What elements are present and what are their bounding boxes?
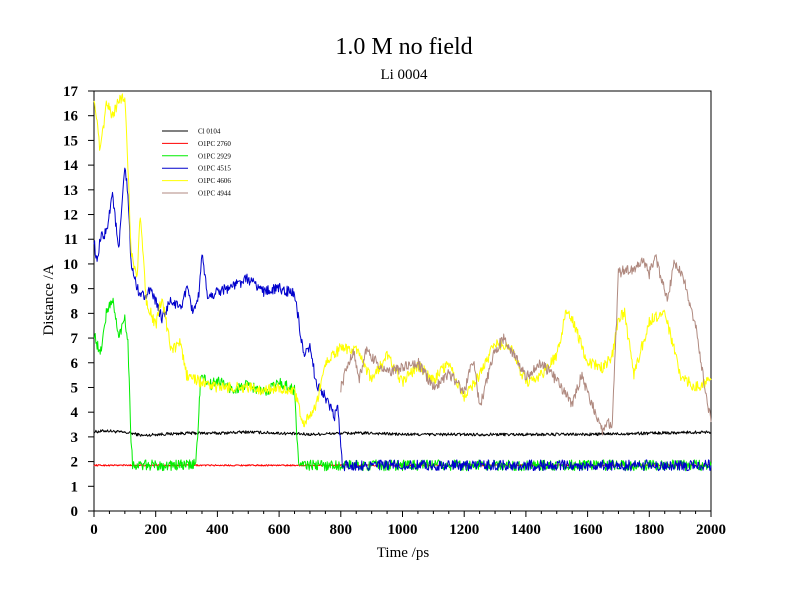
x-axis: 0 200 400 600 800 1000 1200 1400 1600 1800 2000: [90, 511, 726, 538]
y-tick-label: 13: [63, 183, 78, 199]
series-line-cl-0104: [93, 429, 712, 437]
series-line-o1pc-4944: [340, 254, 712, 436]
x-axis-label: Time /ps: [377, 545, 430, 561]
x-tick-label: 1600: [573, 522, 603, 538]
legend-label-o1pc-4515: O1PC 4515: [198, 165, 231, 173]
legend-label-o1pc-2760: O1PC 2760: [198, 140, 231, 148]
x-tick-label: 1800: [634, 522, 664, 538]
x-tick-label: 1400: [511, 522, 541, 538]
y-tick-label: 12: [63, 208, 78, 224]
legend-label-o1pc-4606: O1PC 4606: [198, 177, 231, 185]
legend-label-o1pc-2929: O1PC 2929: [198, 152, 231, 160]
y-tick-label: 3: [71, 430, 79, 446]
y-tick-label: 14: [63, 158, 79, 174]
series-layer: [93, 93, 712, 472]
y-tick-label: 11: [64, 232, 78, 248]
y-tick-label: 7: [71, 331, 79, 347]
y-tick-label: 17: [63, 84, 79, 100]
x-tick-label: 800: [330, 522, 353, 538]
y-tick-label: 5: [71, 380, 79, 396]
y-tick-label: 8: [71, 306, 79, 322]
chart-subtitle: Li 0004: [380, 67, 428, 83]
series-line-o1pc-4606: [93, 93, 712, 428]
x-tick-label: 200: [144, 522, 167, 538]
y-tick-label: 2: [71, 455, 79, 471]
chart-title: 1.0 M no field: [335, 34, 472, 60]
y-tick-label: 15: [63, 133, 78, 149]
legend: Cl 0104 O1PC 2760 O1PC 2929 O1PC 4515 O1PC 4…: [162, 128, 231, 198]
y-tick-label: 16: [63, 109, 79, 125]
x-tick-label: 600: [268, 522, 291, 538]
plot-frame: [93, 90, 712, 512]
y-axis-label: Distance /A: [41, 264, 57, 335]
y-tick-label: 1: [71, 479, 79, 495]
x-tick-label: 0: [90, 522, 98, 538]
y-tick-label: 4: [71, 405, 79, 421]
x-tick-label: 400: [206, 522, 229, 538]
y-tick-label: 6: [71, 356, 79, 372]
series-line-o1pc-4515: [93, 167, 712, 472]
y-tick-label: 0: [71, 504, 79, 520]
y-tick-label: 10: [63, 257, 78, 273]
y-tick-label: 9: [71, 282, 79, 298]
x-tick-label: 1200: [449, 522, 479, 538]
legend-label-cl-0104: Cl 0104: [198, 128, 221, 136]
x-tick-label: 2000: [696, 522, 726, 538]
x-tick-label: 1000: [388, 522, 418, 538]
legend-label-o1pc-4944: O1PC 4944: [198, 190, 231, 198]
